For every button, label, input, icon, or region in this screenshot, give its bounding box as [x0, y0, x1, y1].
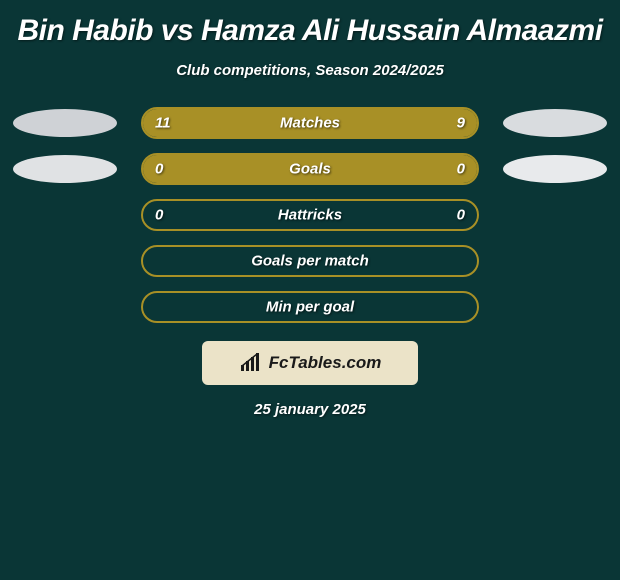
player-ellipse-right	[503, 109, 607, 137]
logo-badge: FcTables.com	[202, 341, 418, 385]
player-ellipse-left	[13, 155, 117, 183]
stat-label: Goals per match	[143, 253, 477, 270]
stat-label: Min per goal	[143, 299, 477, 316]
stat-value-right: 0	[457, 207, 465, 224]
stat-label: Goals	[143, 161, 477, 178]
page-title: Bin Habib vs Hamza Ali Hussain Almaazmi	[0, 6, 620, 52]
stat-bar: Goals per match	[141, 245, 479, 277]
stat-bar: Goals0 0	[141, 153, 479, 185]
player-ellipse-right	[503, 155, 607, 183]
logo-text: FcTables.com	[269, 353, 382, 373]
stat-value-left: 0	[155, 207, 163, 224]
stats-rows: Matches119Goals00Hattricks00Goals per ma…	[0, 107, 620, 323]
stat-bar: Hattricks0 0	[141, 199, 479, 231]
date-text: 25 january 2025	[0, 401, 620, 418]
stat-label: Hattricks	[143, 207, 477, 224]
stat-label: Matches	[143, 115, 477, 132]
stat-row: Goals per match	[0, 245, 620, 277]
stat-bar: Matches11 9	[141, 107, 479, 139]
stat-value-right: 0	[457, 161, 465, 178]
stat-value-left: 11	[155, 115, 171, 132]
page-subtitle: Club competitions, Season 2024/2025	[0, 62, 620, 79]
stat-row: Hattricks0 0	[0, 199, 620, 231]
stat-value-left: 0	[155, 161, 163, 178]
stat-row: Goals0 0	[0, 153, 620, 185]
comparison-infographic: Bin Habib vs Hamza Ali Hussain Almaazmi …	[0, 0, 620, 418]
stat-row: Min per goal	[0, 291, 620, 323]
stat-row: Matches11 9	[0, 107, 620, 139]
stat-value-right: 9	[457, 115, 465, 132]
bars-icon	[239, 353, 265, 373]
player-ellipse-left	[13, 109, 117, 137]
stat-bar: Min per goal	[141, 291, 479, 323]
